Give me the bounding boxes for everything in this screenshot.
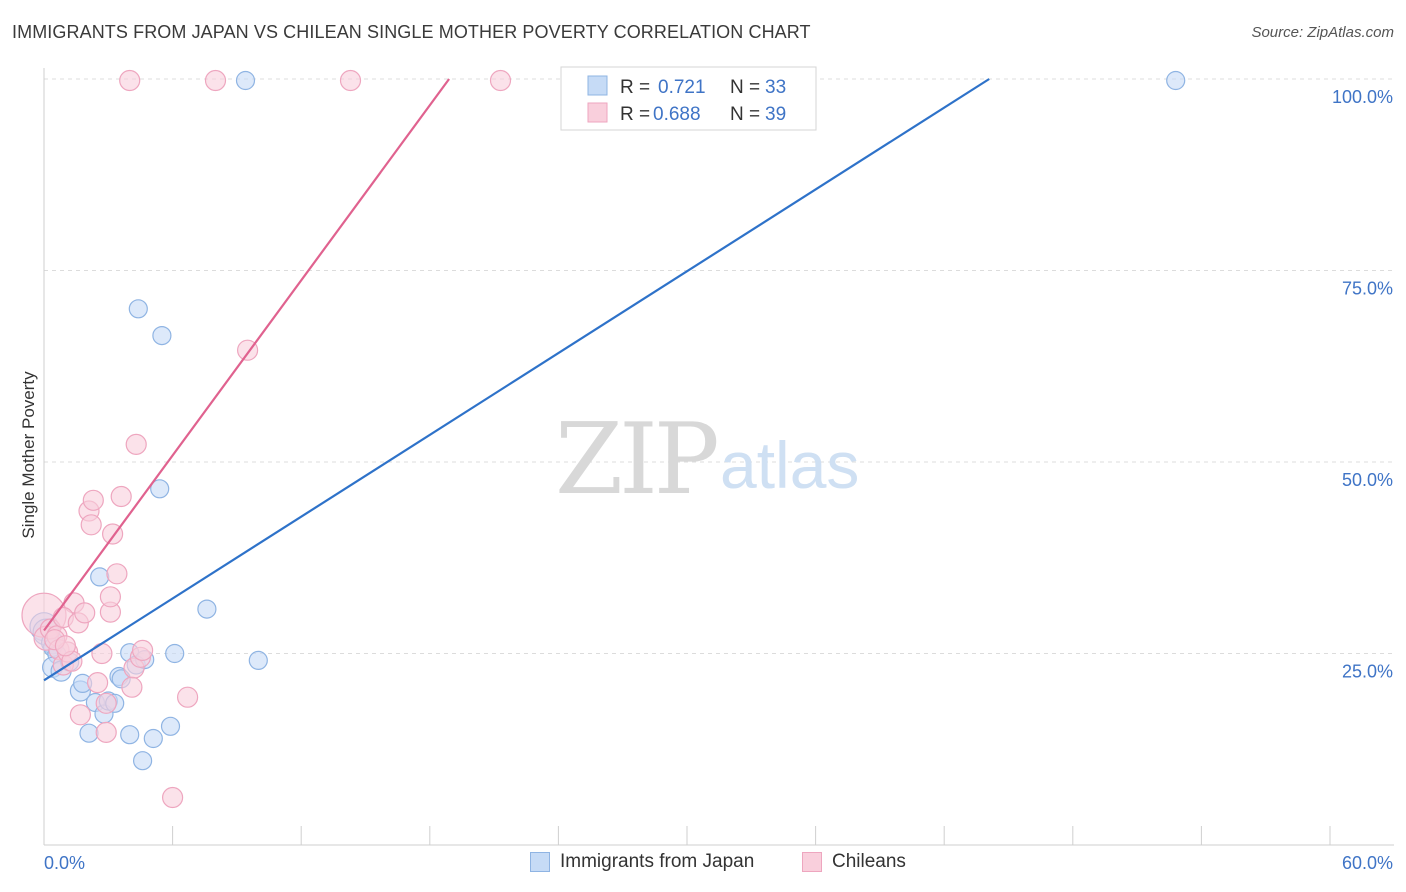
y-tick-label-1: 50.0% xyxy=(1342,470,1393,490)
point-chileans-16 xyxy=(86,671,109,694)
point-chileans-21 xyxy=(106,563,128,585)
y-tick-label-0: 25.0% xyxy=(1342,662,1393,682)
point-chileans-30 xyxy=(162,786,184,809)
trend-line-japan xyxy=(43,78,990,682)
bottom-legend-japan: Immigrants from Japan xyxy=(530,851,754,873)
legend-n-value-japan: 33 xyxy=(765,77,786,98)
bottom-legend-label-japan: Immigrants from Japan xyxy=(560,851,755,872)
point-chileans-23 xyxy=(99,586,122,608)
legend-swatch-chileans xyxy=(587,102,608,123)
trend-layer xyxy=(43,78,990,682)
point-japan-10 xyxy=(79,723,99,743)
point-japan-26 xyxy=(150,479,170,499)
point-japan-30 xyxy=(248,650,268,671)
grid-layer xyxy=(44,78,1394,654)
trend-line-chileans xyxy=(43,78,450,632)
watermark-zip: ZIP xyxy=(555,403,717,517)
point-chileans-36 xyxy=(489,69,512,92)
point-japan-23 xyxy=(143,728,163,749)
point-chileans-11 xyxy=(74,602,96,624)
point-chileans-24 xyxy=(95,721,117,744)
bottom-legend: Immigrants from Japan Chileans xyxy=(0,851,1406,877)
point-chileans-22 xyxy=(110,485,132,508)
point-chileans-29 xyxy=(125,433,147,455)
x-tick-label-0: 0.0% xyxy=(44,853,85,873)
point-chileans-26 xyxy=(121,676,143,698)
axis-layer: 25.0% 50.0% 75.0% 100.0% 0.0% 60.0% xyxy=(43,68,1394,873)
legend-r-label-japan: R = xyxy=(620,77,650,98)
y-axis-label: Single Mother Poverty xyxy=(19,371,38,539)
point-chileans-12 xyxy=(69,704,92,726)
legend-n-label-japan: N = xyxy=(730,77,760,98)
bottom-legend-swatch-chileans xyxy=(802,852,822,872)
legend-r-value-chileans: 0.688 xyxy=(653,104,701,125)
watermark-atlas: atlas xyxy=(720,428,859,502)
point-chileans-34 xyxy=(204,69,227,92)
y-tick-label-3: 100.0% xyxy=(1332,87,1393,107)
x-tick-label-1: 60.0% xyxy=(1342,853,1393,873)
bottom-legend-swatch-japan xyxy=(530,852,550,872)
source-label: Source: ZipAtlas.com xyxy=(1251,24,1394,41)
point-japan-18 xyxy=(120,725,140,745)
point-chileans-38 xyxy=(54,635,77,657)
point-chileans-17 xyxy=(91,642,113,665)
point-japan-15 xyxy=(90,567,110,587)
point-japan-31 xyxy=(235,70,256,91)
legend-n-label-chileans: N = xyxy=(730,104,760,125)
point-chileans-14 xyxy=(80,514,102,536)
point-chileans-33 xyxy=(119,69,141,92)
point-chileans-18 xyxy=(95,692,117,714)
y-tick-label-2: 75.0% xyxy=(1342,279,1393,299)
point-japan-32 xyxy=(1166,70,1186,91)
point-japan-21 xyxy=(133,751,153,771)
bottom-legend-chileans: Chileans xyxy=(802,851,906,873)
legend-box: R = 0.721 N = 33 R = 0.688 N = 39 xyxy=(560,66,817,131)
point-chileans-31 xyxy=(177,686,199,708)
points-layer xyxy=(21,69,1186,809)
point-japan-24 xyxy=(160,716,181,736)
legend-n-value-chileans: 39 xyxy=(765,104,786,125)
point-japan-29 xyxy=(197,599,217,619)
watermark: ZIP atlas xyxy=(555,403,859,517)
point-chileans-15 xyxy=(82,489,104,511)
point-japan-27 xyxy=(152,326,172,346)
chart-title: IMMIGRANTS FROM JAPAN VS CHILEAN SINGLE … xyxy=(12,22,811,42)
bottom-legend-label-chileans: Chileans xyxy=(832,851,906,872)
point-chileans-28 xyxy=(132,639,154,662)
point-chileans-35 xyxy=(339,69,362,92)
point-japan-28 xyxy=(128,299,148,319)
legend-r-label-chileans: R = xyxy=(620,104,650,125)
legend-r-value-japan: 0.721 xyxy=(658,77,706,98)
legend-swatch-japan xyxy=(587,75,608,96)
point-japan-25 xyxy=(165,643,185,664)
